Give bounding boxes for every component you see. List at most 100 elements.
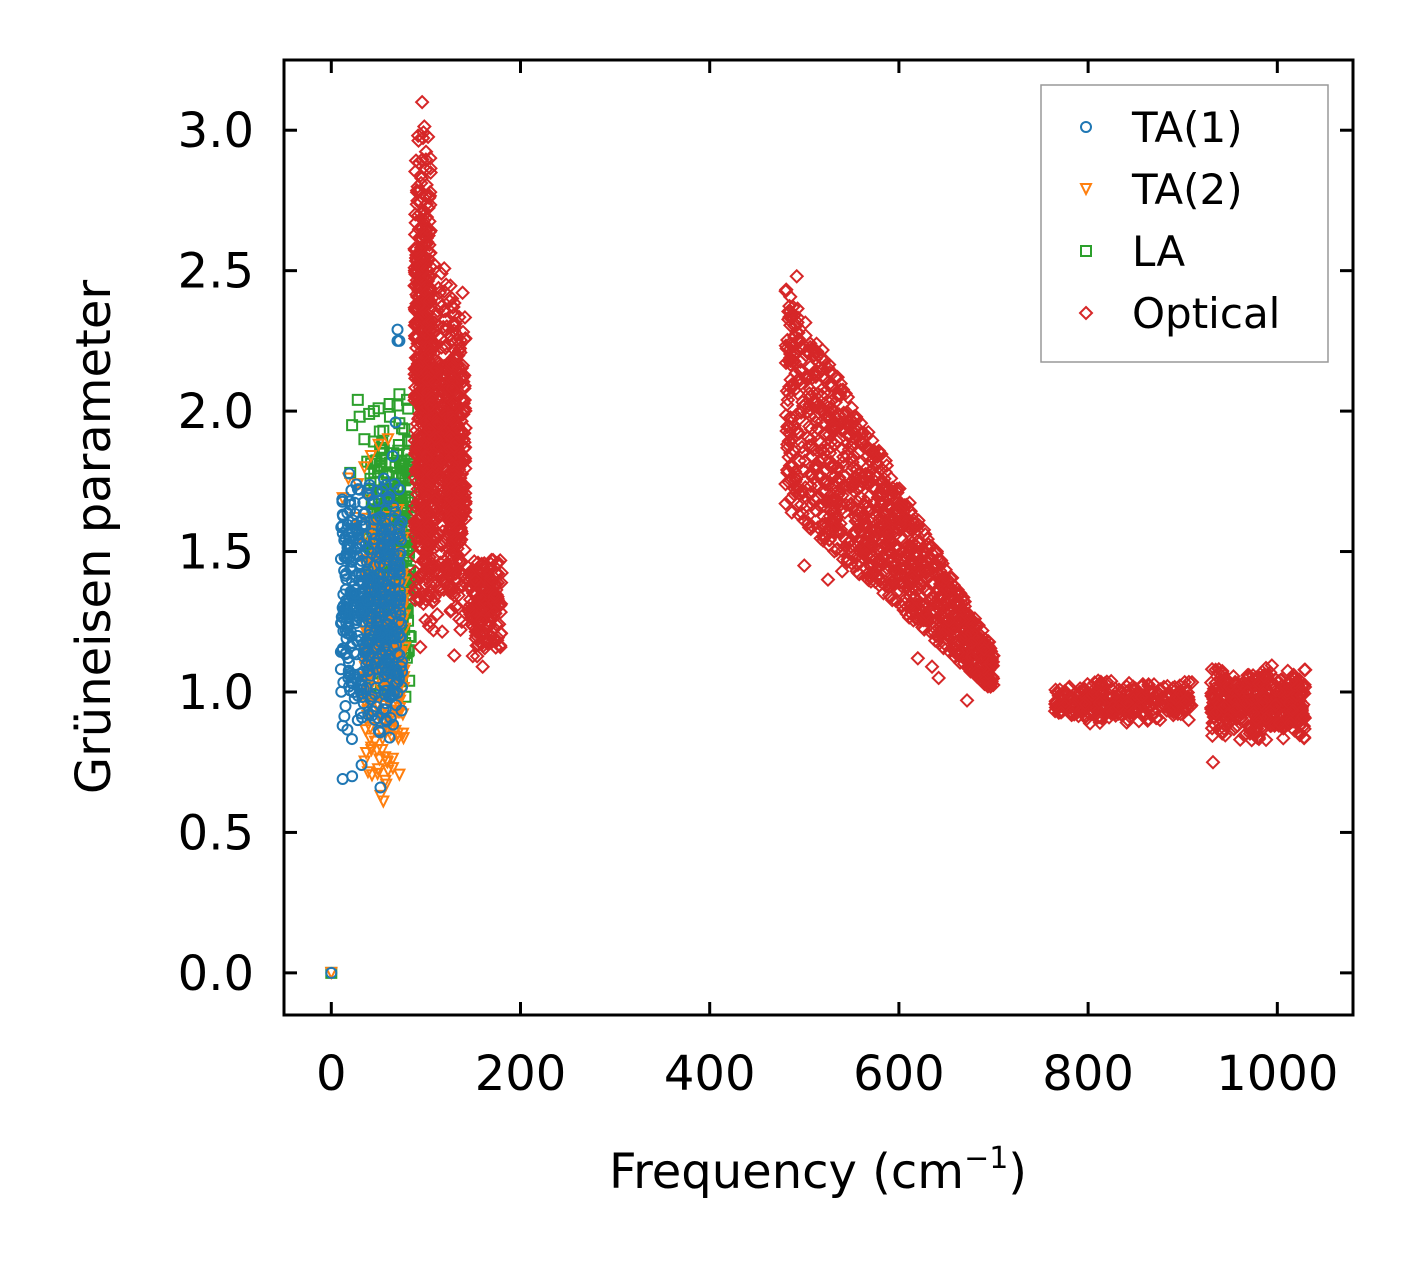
data-point xyxy=(387,685,400,698)
data-point xyxy=(789,496,805,512)
data-point xyxy=(382,544,395,557)
data-point xyxy=(881,579,897,595)
data-point xyxy=(841,420,857,436)
data-point xyxy=(1274,672,1289,687)
data-point xyxy=(388,512,401,525)
data-point xyxy=(808,457,823,473)
data-point xyxy=(369,583,382,596)
data-point xyxy=(1268,697,1284,713)
data-point xyxy=(779,383,795,399)
data-point xyxy=(421,190,437,206)
data-point xyxy=(351,393,364,406)
data-point xyxy=(1221,679,1237,694)
data-point xyxy=(339,608,352,621)
data-point xyxy=(473,557,489,573)
data-point xyxy=(1258,711,1274,727)
y-tick-label: 3.0 xyxy=(178,103,254,159)
x-tick-label: 400 xyxy=(664,1046,756,1102)
data-point xyxy=(1272,684,1288,700)
data-point xyxy=(407,583,423,599)
data-point xyxy=(338,551,351,564)
data-point xyxy=(1151,686,1167,702)
data-point xyxy=(384,533,397,546)
data-point xyxy=(841,428,856,444)
data-point xyxy=(1128,702,1144,718)
data-point xyxy=(957,598,973,614)
data-point xyxy=(827,505,843,520)
data-point xyxy=(420,536,436,552)
data-point xyxy=(976,642,992,658)
data-point xyxy=(1111,682,1127,698)
data-point xyxy=(388,478,401,491)
data-point xyxy=(357,697,370,710)
data-point xyxy=(413,286,428,302)
data-point xyxy=(787,474,803,490)
data-point xyxy=(935,613,951,629)
data-point xyxy=(343,467,356,480)
legend-label: Optical xyxy=(1132,289,1280,338)
data-point xyxy=(790,301,805,317)
data-point xyxy=(832,386,848,402)
data-point xyxy=(803,431,819,447)
x-tick-label: 200 xyxy=(475,1046,567,1102)
data-point xyxy=(1165,701,1181,717)
data-point xyxy=(811,444,827,460)
data-point xyxy=(452,340,468,356)
data-point xyxy=(477,592,493,608)
data-point xyxy=(896,548,912,564)
data-point xyxy=(837,505,853,520)
data-point xyxy=(396,727,410,741)
data-point xyxy=(414,400,430,416)
data-point xyxy=(399,490,412,503)
data-point xyxy=(915,597,931,613)
data-point xyxy=(787,338,802,354)
data-point xyxy=(420,129,436,145)
data-point xyxy=(820,493,836,509)
data-point xyxy=(367,537,380,550)
data-point xyxy=(834,487,850,503)
data-point xyxy=(370,744,384,758)
data-point xyxy=(1145,682,1160,698)
data-point xyxy=(475,659,491,675)
data-point xyxy=(427,335,443,351)
data-point xyxy=(1217,717,1232,733)
data-point xyxy=(379,646,392,659)
data-point xyxy=(446,295,462,311)
data-point xyxy=(813,387,829,403)
data-point xyxy=(444,511,460,527)
data-point xyxy=(1211,665,1226,680)
data-point xyxy=(813,399,828,415)
data-point xyxy=(893,530,908,546)
data-point xyxy=(907,517,923,532)
data-point xyxy=(364,741,378,755)
data-point xyxy=(1226,669,1241,684)
data-point xyxy=(419,472,435,488)
data-point xyxy=(409,530,424,545)
data-point xyxy=(421,422,437,438)
data-point xyxy=(884,592,900,608)
data-point xyxy=(1080,691,1096,707)
legend-label: TA(2) xyxy=(1131,165,1243,214)
data-point xyxy=(933,587,949,603)
data-point xyxy=(383,582,396,595)
data-point xyxy=(362,708,375,721)
data-point xyxy=(829,369,845,385)
data-point xyxy=(860,476,875,492)
data-point xyxy=(412,639,428,655)
legend-marker-ta-2- xyxy=(1079,183,1093,197)
y-axis-title: Grüneisen parameter xyxy=(66,280,122,795)
x-tick-label: 800 xyxy=(1042,1046,1134,1102)
data-point xyxy=(454,360,470,376)
data-point xyxy=(422,589,438,604)
data-point xyxy=(372,465,385,478)
data-point xyxy=(810,398,826,414)
data-point xyxy=(387,553,400,566)
data-point xyxy=(344,531,357,544)
data-point xyxy=(1172,678,1188,694)
data-point xyxy=(408,516,423,532)
data-point xyxy=(846,483,862,499)
data-point xyxy=(1071,708,1086,724)
data-point xyxy=(1227,693,1243,709)
data-point xyxy=(453,532,469,547)
data-point xyxy=(394,547,407,560)
